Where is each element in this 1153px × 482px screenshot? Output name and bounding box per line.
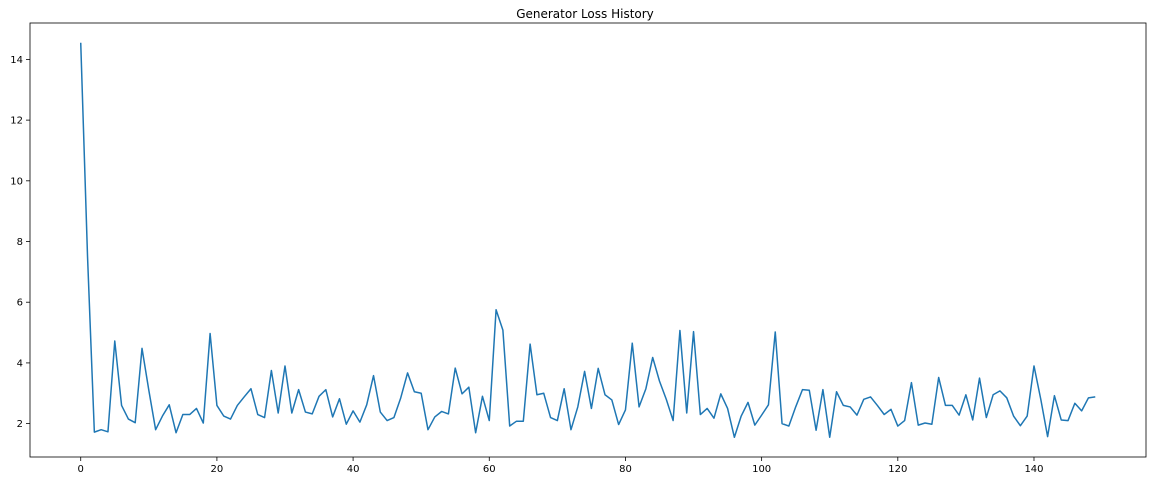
chart-title: Generator Loss History <box>516 7 654 21</box>
x-tick-label: 120 <box>888 464 907 475</box>
y-tick-label: 10 <box>10 176 23 187</box>
y-tick-label: 6 <box>17 298 23 309</box>
y-tick-label: 12 <box>10 116 23 127</box>
y-tick-label: 8 <box>17 237 23 248</box>
y-axis: 2 4 6 8 10 12 14 <box>10 55 30 430</box>
x-tick-label: 140 <box>1024 464 1043 475</box>
series-line <box>79 42 1096 439</box>
x-tick-label: 20 <box>211 464 224 475</box>
x-axis: 0 20 40 60 80 100 120 140 <box>78 457 1044 475</box>
y-tick-label: 4 <box>17 358 23 369</box>
x-tick-label: 40 <box>347 464 360 475</box>
x-tick-label: 80 <box>619 464 632 475</box>
y-tick-label: 2 <box>17 419 23 430</box>
plot-area <box>29 22 1147 458</box>
x-tick-label: 100 <box>752 464 771 475</box>
y-tick-label: 14 <box>10 55 23 66</box>
x-tick-label: 0 <box>78 464 84 475</box>
axes-frame <box>29 22 1147 458</box>
x-tick-label: 60 <box>483 464 496 475</box>
